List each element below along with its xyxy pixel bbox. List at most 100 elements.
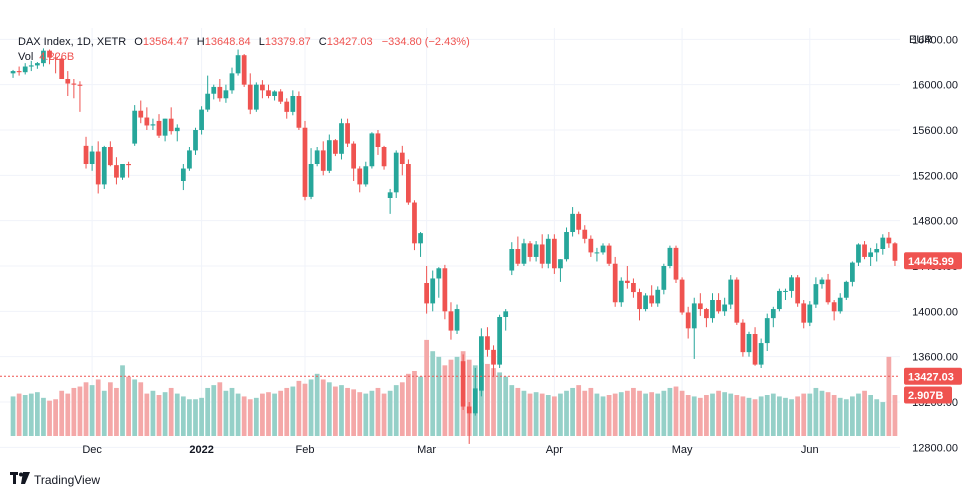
- time-tick-label: Feb: [296, 444, 315, 456]
- volume-bar: [180, 396, 186, 436]
- candle-body: [28, 65, 34, 67]
- candle-body: [868, 252, 874, 257]
- open-value: 13564.47: [142, 36, 189, 48]
- volume-bar: [333, 386, 338, 436]
- candle-body: [679, 279, 685, 313]
- candle-body: [89, 151, 95, 164]
- candle: [570, 207, 575, 237]
- candle-body: [16, 71, 22, 73]
- candle: [503, 309, 509, 331]
- candle: [454, 304, 460, 334]
- volume-bar: [485, 363, 490, 436]
- candle-body: [770, 309, 776, 319]
- candle: [107, 141, 113, 167]
- candle-body: [704, 309, 709, 319]
- volume-bar: [34, 392, 40, 436]
- candle: [448, 302, 454, 340]
- candle: [199, 106, 204, 135]
- candle: [606, 243, 612, 266]
- volume-bar: [168, 387, 174, 436]
- candle-body: [515, 249, 521, 264]
- volume-bar: [47, 400, 52, 436]
- candle-body: [114, 165, 119, 178]
- volume-bar: [685, 395, 691, 436]
- candle: [266, 84, 271, 99]
- candle-body: [339, 123, 344, 154]
- candle: [697, 293, 703, 316]
- volume-bar: [339, 385, 344, 436]
- candle: [722, 297, 728, 316]
- candle-body: [661, 266, 667, 290]
- candle-body: [59, 58, 65, 79]
- candle-body: [393, 152, 399, 193]
- candle: [399, 145, 405, 176]
- volume-bar: [241, 396, 247, 436]
- volume-bar: [101, 390, 107, 436]
- candle: [850, 261, 855, 287]
- time-tick-label: Apr: [546, 444, 563, 456]
- candle-body: [138, 110, 144, 118]
- candle: [637, 288, 642, 321]
- volume-bar: [862, 390, 867, 436]
- volume-bar: [412, 370, 417, 436]
- candle: [631, 278, 636, 298]
- volume-bar: [667, 387, 673, 436]
- candle: [10, 69, 16, 78]
- volume-badge: [904, 386, 952, 404]
- candle: [101, 145, 107, 189]
- volume-bar: [789, 399, 794, 436]
- volume-bar: [746, 397, 752, 436]
- volume-bar: [71, 387, 77, 436]
- candle-body: [728, 279, 734, 305]
- time-axis[interactable]: Dec 2022 Feb Mar Apr May Jun: [82, 444, 818, 456]
- change-value: −334.80 (−2.43%): [381, 36, 470, 48]
- candle: [789, 275, 794, 298]
- price-tick-label: 16000.00: [912, 80, 958, 92]
- candle-body: [41, 50, 46, 64]
- candle: [661, 263, 667, 295]
- current-close-label: 13427.03: [908, 371, 954, 383]
- candle-body: [326, 140, 332, 171]
- volume-bar: [673, 386, 679, 436]
- volume-bar: [728, 393, 734, 436]
- volume-bar: [813, 387, 819, 436]
- volume-bar: [825, 392, 831, 436]
- candle: [95, 141, 101, 194]
- candle-body: [624, 280, 630, 283]
- candle: [649, 285, 655, 307]
- candle-body: [789, 277, 794, 291]
- price-axis[interactable]: 16400.00 16000.00 15600.00 15200.00 14800.00…: [912, 34, 958, 454]
- candle-body: [199, 109, 204, 130]
- price-tick-label: 15600.00: [912, 125, 958, 137]
- candle-body: [491, 349, 496, 365]
- candle-body: [229, 73, 235, 91]
- tradingview-branding[interactable]: TradingView: [10, 472, 100, 487]
- volume-bar: [314, 373, 320, 436]
- candle: [375, 130, 381, 155]
- candle-body: [412, 202, 417, 244]
- volume-bar: [211, 385, 217, 436]
- candle: [381, 145, 387, 170]
- volume-bar: [655, 393, 661, 436]
- volume-bar: [132, 379, 138, 436]
- candle-body: [314, 150, 320, 164]
- currency-label: EUR: [909, 34, 933, 46]
- candle-body: [132, 110, 138, 144]
- volume-bar: [631, 387, 636, 436]
- candle: [545, 234, 551, 269]
- candle: [886, 232, 892, 248]
- candle-body: [333, 140, 338, 154]
- volume-bar: [448, 359, 454, 436]
- candle: [114, 157, 119, 185]
- candle: [533, 241, 539, 262]
- candle: [193, 127, 198, 155]
- volume-bar: [837, 397, 843, 436]
- candle-body: [606, 245, 612, 264]
- candle: [144, 107, 150, 130]
- volume-bar: [521, 390, 527, 436]
- volume-bar: [770, 393, 776, 436]
- candle-body: [837, 297, 843, 312]
- candle-body: [34, 63, 40, 66]
